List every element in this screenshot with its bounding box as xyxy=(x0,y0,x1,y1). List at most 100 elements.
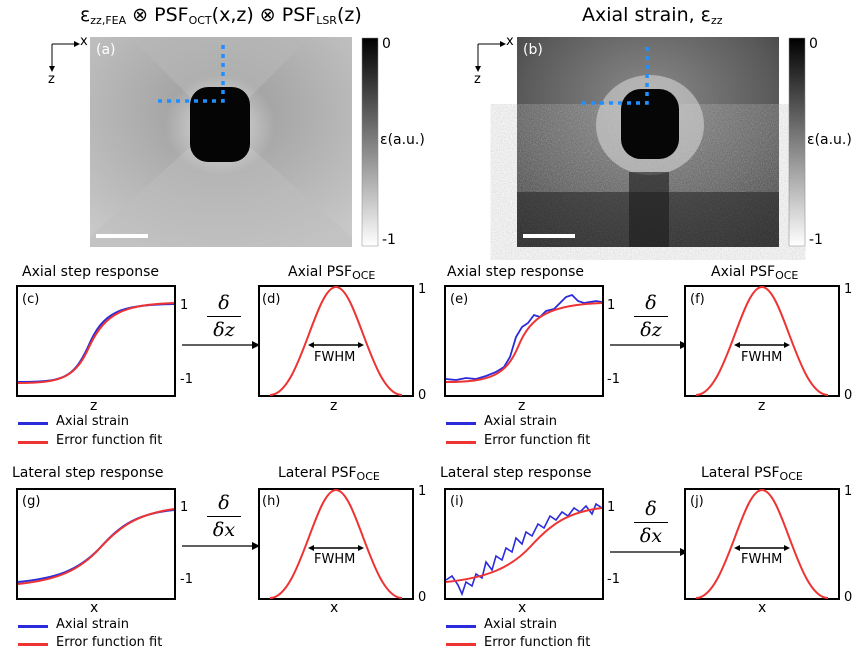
legend-fit-text-1: Error function fit xyxy=(56,433,163,448)
title-h: Lateral PSFOCE xyxy=(278,465,380,483)
plot-f-xlabel: z xyxy=(758,398,766,414)
curves-i xyxy=(445,502,603,597)
plot-d-xlabel: z xyxy=(330,398,338,414)
plot-g xyxy=(16,488,176,600)
curves-f xyxy=(695,285,829,396)
plot-d-letter: (d) xyxy=(262,292,281,307)
title-g: Lateral step response xyxy=(12,465,164,481)
colorbar-a-label: ε(a.u.) xyxy=(380,132,425,148)
curves-j xyxy=(695,488,829,599)
legend-fit-line-3 xyxy=(18,643,48,646)
title-d: Axial PSFOCE xyxy=(288,264,376,282)
image-panel-b xyxy=(517,37,779,247)
colorbar-a xyxy=(361,37,379,247)
plot-h-letter: (h) xyxy=(262,494,281,509)
left-image-title: εzz,FEA ⊗ PSFOCT(x,z) ⊗ PSFLSR(z) xyxy=(80,4,362,27)
plot-c-tick-bottom: -1 xyxy=(180,372,193,387)
plot-c xyxy=(16,285,176,397)
colorbar-b xyxy=(788,37,806,247)
plot-d-fwhm: FWHM xyxy=(314,350,356,365)
legend-strain-line-4 xyxy=(446,625,476,628)
title-e: Axial step response xyxy=(447,264,584,280)
plot-c-tick-top: 1 xyxy=(180,298,189,313)
plot-d xyxy=(258,285,414,397)
arrow-c-d xyxy=(182,341,260,349)
image-panel-a xyxy=(90,37,352,247)
plot-d-tick-top: 1 xyxy=(418,282,427,297)
legend-strain-text-3: Axial strain xyxy=(56,617,129,632)
axis-indicator-right xyxy=(475,41,506,72)
arrow-g-h xyxy=(182,542,260,550)
curves-g xyxy=(17,508,175,585)
axis-z-label-left: z xyxy=(48,72,55,87)
derivative-lateral-2: δ δx xyxy=(611,498,691,547)
plot-h-tick-bottom: 0 xyxy=(418,590,427,605)
plot-f-letter: (f) xyxy=(690,292,705,307)
colorbar-a-bottom: -1 xyxy=(382,232,396,248)
colorbar-a-top: 0 xyxy=(382,36,391,52)
plot-f xyxy=(684,285,840,397)
legend-fit-line-2 xyxy=(446,441,476,444)
legend-strain-line-2 xyxy=(446,422,476,425)
title-j: Lateral PSFOCE xyxy=(701,465,803,483)
legend-strain-text-1: Axial strain xyxy=(56,414,129,429)
plot-i-tick-top: 1 xyxy=(607,500,616,515)
plot-i-xlabel: x xyxy=(518,600,527,616)
legend-strain-text-2: Axial strain xyxy=(484,414,557,429)
plot-h-fwhm: FWHM xyxy=(314,552,356,567)
legend-strain-line-1 xyxy=(18,422,48,425)
panel-a-label: (a) xyxy=(96,42,116,58)
derivative-axial-2: δ δz xyxy=(611,292,691,341)
curves-d xyxy=(269,285,403,396)
plot-i xyxy=(444,488,604,600)
plot-c-letter: (c) xyxy=(22,292,40,307)
plot-g-letter: (g) xyxy=(22,494,41,509)
plot-j xyxy=(684,488,840,600)
plot-g-xlabel: x xyxy=(90,600,99,616)
plot-j-xlabel: x xyxy=(758,600,767,616)
plot-j-letter: (j) xyxy=(690,494,704,509)
legend-fit-line-4 xyxy=(446,643,476,646)
legend-fit-text-2: Error function fit xyxy=(484,433,591,448)
title-i: Lateral step response xyxy=(440,465,592,481)
plot-e-tick-bottom: -1 xyxy=(607,372,620,387)
legend-strain-text-4: Axial strain xyxy=(484,617,557,632)
plot-j-fwhm: FWHM xyxy=(741,552,783,567)
title-f: Axial PSFOCE xyxy=(711,264,799,282)
derivative-axial-1: δ δz xyxy=(184,292,264,341)
axis-x-label-right: x xyxy=(506,34,514,49)
plot-d-tick-bottom: 0 xyxy=(418,388,427,403)
derivative-lateral-1: δ δx xyxy=(184,492,264,541)
title-c: Axial step response xyxy=(22,264,159,280)
plot-g-tick-bottom: -1 xyxy=(180,572,193,587)
plot-j-tick-top: 1 xyxy=(844,484,853,499)
colorbar-b-bottom: -1 xyxy=(809,232,823,248)
plot-c-xlabel: z xyxy=(90,398,98,414)
axis-x-label-left: x xyxy=(80,34,88,49)
plot-e-tick-top: 1 xyxy=(607,298,616,313)
plot-i-tick-bottom: -1 xyxy=(607,572,620,587)
legend-fit-text-4: Error function fit xyxy=(484,635,591,650)
right-image-title: Axial strain, εzz xyxy=(582,4,723,27)
plot-h xyxy=(258,488,414,600)
legend-fit-text-3: Error function fit xyxy=(56,635,163,650)
plot-f-fwhm: FWHM xyxy=(741,350,783,365)
plot-e-letter: (e) xyxy=(450,292,469,307)
plot-h-xlabel: x xyxy=(330,600,339,616)
plot-e xyxy=(444,285,604,397)
plot-g-tick-top: 1 xyxy=(180,500,189,515)
plot-f-tick-bottom: 0 xyxy=(844,388,853,403)
axis-z-label-right: z xyxy=(474,72,481,87)
curves-c xyxy=(17,302,175,384)
plot-i-letter: (i) xyxy=(450,494,464,509)
legend-fit-line-1 xyxy=(18,441,48,444)
plot-e-xlabel: z xyxy=(518,398,526,414)
colorbar-b-label: ε(a.u.) xyxy=(807,132,852,148)
panel-b-label: (b) xyxy=(523,42,543,58)
plot-j-tick-bottom: 0 xyxy=(844,590,853,605)
axis-indicator-left xyxy=(49,41,80,72)
plot-f-tick-top: 1 xyxy=(844,282,853,297)
colorbar-b-top: 0 xyxy=(809,36,818,52)
arrow-i-j xyxy=(610,548,688,556)
arrow-e-f xyxy=(610,341,688,349)
